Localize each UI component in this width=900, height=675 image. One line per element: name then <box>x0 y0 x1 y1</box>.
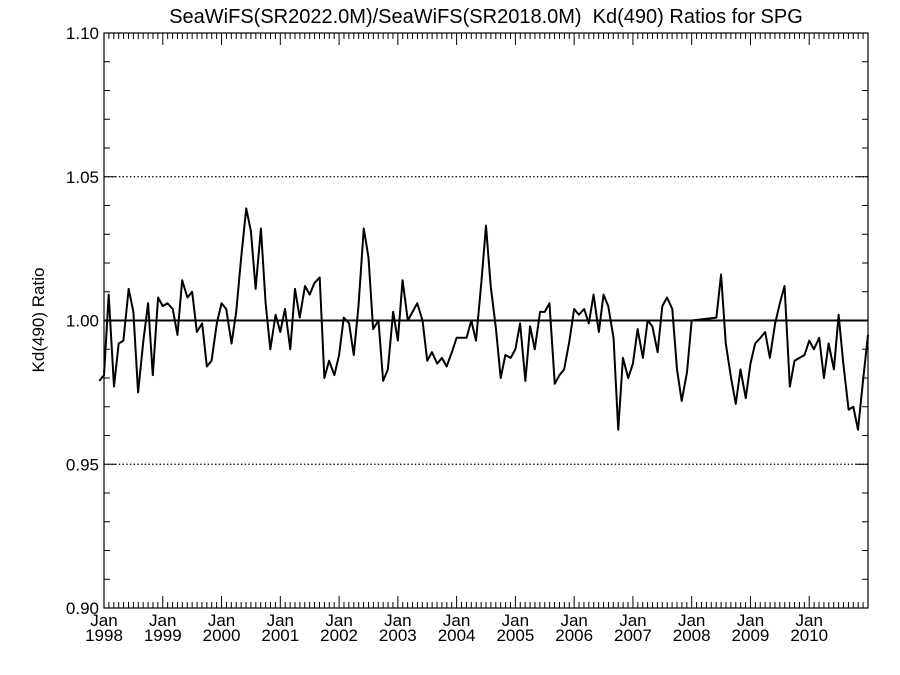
x-tick-month-label: Jan <box>737 611 764 630</box>
x-tick-month-label: Jan <box>678 611 705 630</box>
y-tick-label: 0.95 <box>66 455 99 474</box>
x-tick-year-label: 2010 <box>790 626 828 645</box>
x-tick-month-label: Jan <box>796 611 823 630</box>
x-tick-month-label: Jan <box>325 611 352 630</box>
x-tick-month-label: Jan <box>502 611 529 630</box>
x-tick-year-label: 2003 <box>379 626 417 645</box>
x-tick-month-label: Jan <box>384 611 411 630</box>
x-tick-year-label: 2001 <box>261 626 299 645</box>
x-tick-year-label: 2004 <box>438 626 476 645</box>
x-tick-month-label: Jan <box>560 611 587 630</box>
y-axis-label: Kd(490) Ratio <box>29 268 48 373</box>
x-tick-month-label: Jan <box>149 611 176 630</box>
x-tick-year-label: 1998 <box>85 626 123 645</box>
x-tick-year-label: 2002 <box>320 626 358 645</box>
x-tick-year-label: 2007 <box>614 626 652 645</box>
y-tick-label: 1.10 <box>66 24 99 43</box>
plot-area: 0.900.951.001.051.10Jan1998Jan1999Jan200… <box>66 24 869 645</box>
ratio-series-line <box>98 207 869 431</box>
x-tick-month-label: Jan <box>90 611 117 630</box>
x-tick-year-label: 2005 <box>496 626 534 645</box>
x-tick-year-label: 1999 <box>144 626 182 645</box>
x-tick-year-label: 2008 <box>673 626 711 645</box>
y-tick-label: 1.00 <box>66 312 99 331</box>
y-tick-label: 1.05 <box>66 168 99 187</box>
x-tick-month-label: Jan <box>267 611 294 630</box>
x-tick-month-label: Jan <box>443 611 470 630</box>
x-tick-year-label: 2000 <box>203 626 241 645</box>
x-tick-month-label: Jan <box>208 611 235 630</box>
x-tick-month-label: Jan <box>619 611 646 630</box>
y-tick-label: 0.90 <box>66 599 99 618</box>
x-tick-year-label: 2009 <box>732 626 770 645</box>
x-tick-year-label: 2006 <box>555 626 593 645</box>
chart-title: SeaWiFS(SR2022.0M)/SeaWiFS(SR2018.0M) Kd… <box>169 6 803 28</box>
